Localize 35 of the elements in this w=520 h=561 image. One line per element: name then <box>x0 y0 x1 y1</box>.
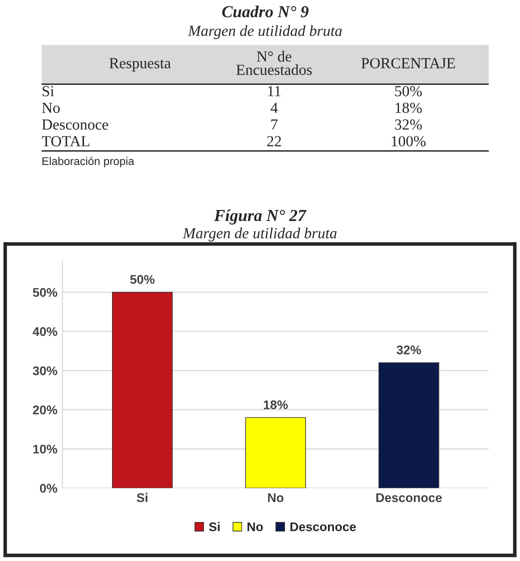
y-tick-label: 30% <box>32 366 58 376</box>
x-tick-label: Desconoce <box>376 493 442 502</box>
category-label: No <box>42 102 60 114</box>
y-tick-label: 20% <box>32 406 58 414</box>
text: 100% <box>392 136 426 146</box>
text: 32% <box>395 119 422 130</box>
text: 4 <box>270 102 278 113</box>
legend-label: Desconoce <box>290 522 356 532</box>
text: 50% <box>130 275 155 284</box>
text: 11 <box>268 86 281 96</box>
x-tick-label: Si <box>136 492 148 502</box>
legend-label: No <box>248 522 263 532</box>
category-label: PORCENTAJE <box>361 58 455 68</box>
y-tick-label: 40% <box>32 327 58 336</box>
text: 7 <box>271 120 278 130</box>
legend-label: Si <box>209 522 220 532</box>
text: 32% <box>396 346 422 354</box>
category-label: N° de Encuestados <box>236 50 312 75</box>
text: 50% <box>395 86 422 96</box>
y-tick-label: 50% <box>32 288 58 297</box>
text: 22 <box>267 136 281 146</box>
y-tick-label: 0% <box>40 484 58 493</box>
category-label: TOTAL <box>42 136 90 146</box>
text: 18% <box>264 400 288 410</box>
text: Cuadro N° 9 <box>222 6 309 18</box>
text: Elaboración propia <box>42 156 134 168</box>
category-label: Si <box>42 86 54 96</box>
text: Margen de utilidad bruta <box>188 25 342 40</box>
category-label: Desconoce <box>42 120 108 130</box>
chart-title: Fígura N° 27 <box>214 209 306 225</box>
y-tick-label: 10% <box>33 444 58 454</box>
category-label: Respuesta <box>109 58 171 72</box>
x-tick-label: No <box>268 493 284 502</box>
text: 18% <box>396 102 422 114</box>
chart-subtitle: Margen de utilidad bruta <box>182 228 337 242</box>
